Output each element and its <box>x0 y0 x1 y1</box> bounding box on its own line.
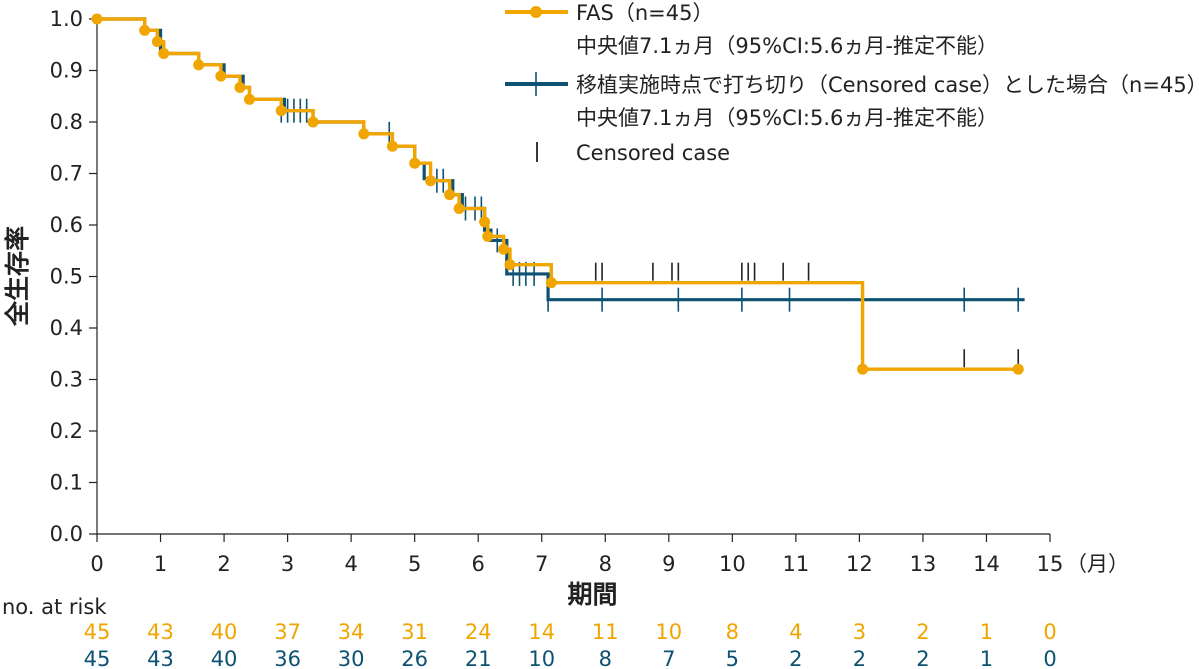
y-tick-label: 0.5 <box>50 265 83 289</box>
x-tick-label: 4 <box>344 552 357 576</box>
x-tick-label: 0 <box>90 552 103 576</box>
risk-value-censored-case: 45 <box>84 647 111 669</box>
risk-value-censored-case: 40 <box>211 647 238 669</box>
risk-value-censored-case: 5 <box>726 647 739 669</box>
data-point-fas <box>504 259 516 271</box>
legend-label-censored-case: 移植実施時点で打ち切り（Censored case）とした場合（n=45） <box>576 73 1199 97</box>
y-tick-label: 1.0 <box>50 7 83 31</box>
y-axis-title: 全生存率 <box>3 226 32 327</box>
y-tick-label: 0.9 <box>50 59 83 83</box>
risk-value-fas: 10 <box>655 620 682 644</box>
data-point-fas <box>243 93 255 105</box>
legend-note-censored-case: 中央値7.1ヵ月（95%CI:5.6ヵ月-推定不能） <box>576 106 998 130</box>
data-point-fas <box>215 70 227 82</box>
chart-axes: 0.00.10.20.30.40.50.60.70.80.91.00 1 2 3 4 5 6… <box>3 7 1129 609</box>
data-point-fas <box>482 230 494 242</box>
risk-value-censored-case: 2 <box>853 647 866 669</box>
risk-value-fas: 24 <box>465 620 492 644</box>
data-point-fas <box>275 105 287 117</box>
risk-value-fas: 40 <box>211 620 238 644</box>
data-point-fas <box>358 128 370 140</box>
x-axis-unit: （月） <box>1066 552 1129 576</box>
risk-value-censored-case: 26 <box>401 647 428 669</box>
data-point-fas <box>139 24 151 36</box>
x-tick-label: 14 <box>973 552 1000 576</box>
risk-value-censored-case: 2 <box>789 647 802 669</box>
x-tick-label: 7 <box>535 552 548 576</box>
risk-value-censored-case: 7 <box>662 647 675 669</box>
risk-value-fas: 14 <box>528 620 555 644</box>
risk-value-fas: 37 <box>274 620 301 644</box>
data-point-fas <box>444 189 456 201</box>
legend-note-fas: 中央値7.1ヵ月（95%CI:5.6ヵ月-推定不能） <box>576 34 998 58</box>
chart-legend: FAS（n=45） 中央値7.1ヵ月（95%CI:5.6ヵ月-推定不能） 移植実施時… <box>505 1 1199 165</box>
data-point-fas <box>386 140 398 152</box>
y-tick-label: 0.8 <box>50 110 83 134</box>
y-tick-label: 0.1 <box>50 471 83 495</box>
x-tick-label: 9 <box>662 552 675 576</box>
risk-value-fas: 0 <box>1043 620 1056 644</box>
risk-value-censored-case: 43 <box>147 647 174 669</box>
risk-value-fas: 45 <box>84 620 111 644</box>
data-point-fas <box>545 277 557 289</box>
x-tick-label: 13 <box>910 552 937 576</box>
risk-value-censored-case: 21 <box>465 647 492 669</box>
x-tick-label: 11 <box>782 552 809 576</box>
risk-value-fas: 43 <box>147 620 174 644</box>
risk-value-fas: 1 <box>980 620 993 644</box>
y-tick-label: 0.6 <box>50 213 83 237</box>
data-point-fas <box>479 216 491 228</box>
y-tick-label: 0.2 <box>50 419 83 443</box>
data-point-fas <box>91 13 103 25</box>
legend-label-fas: FAS（n=45） <box>576 1 713 25</box>
data-point-fas <box>307 116 319 128</box>
data-point-fas <box>409 157 421 169</box>
series-line-censored-case <box>97 17 1025 302</box>
risk-value-censored-case: 30 <box>338 647 365 669</box>
risk-value-fas: 34 <box>338 620 365 644</box>
risk-value-fas: 11 <box>592 620 619 644</box>
data-point-fas <box>425 175 437 187</box>
risk-table-title: no. at risk <box>2 595 107 619</box>
data-point-fas <box>498 243 510 255</box>
data-point-fas <box>151 36 163 48</box>
x-tick-label: 2 <box>217 552 230 576</box>
risk-value-fas: 2 <box>916 620 929 644</box>
data-point-fas <box>158 48 170 60</box>
data-point-fas <box>857 363 869 375</box>
legend-label-censor: Censored case <box>576 141 730 165</box>
risk-value-fas: 4 <box>789 620 802 644</box>
plot-area <box>91 13 1025 375</box>
risk-value-fas: 31 <box>401 620 428 644</box>
data-point-fas <box>1012 363 1024 375</box>
y-tick-label: 0.4 <box>50 316 83 340</box>
y-tick-label: 0.3 <box>50 368 83 392</box>
x-tick-label: 12 <box>846 552 873 576</box>
series-line-fas <box>97 17 1019 371</box>
risk-value-censored-case: 1 <box>980 647 993 669</box>
legend-marker-fas <box>530 6 542 18</box>
y-tick-label: 0.7 <box>50 162 83 186</box>
data-point-fas <box>193 59 205 71</box>
risk-value-fas: 3 <box>853 620 866 644</box>
data-point-fas <box>234 81 246 93</box>
risk-value-censored-case: 36 <box>274 647 301 669</box>
x-tick-label: 15 <box>1037 552 1064 576</box>
x-axis-title: 期間 <box>568 580 618 609</box>
x-tick-label: 10 <box>719 552 746 576</box>
x-tick-label: 3 <box>281 552 294 576</box>
risk-value-censored-case: 10 <box>528 647 555 669</box>
risk-value-fas: 8 <box>726 620 739 644</box>
data-point-fas <box>453 203 465 215</box>
x-tick-label: 6 <box>472 552 485 576</box>
x-tick-label: 1 <box>154 552 167 576</box>
risk-value-censored-case: 0 <box>1043 647 1056 669</box>
x-tick-label: 5 <box>408 552 421 576</box>
y-tick-label: 0.0 <box>50 522 83 546</box>
x-tick-label: 8 <box>599 552 612 576</box>
risk-value-censored-case: 2 <box>916 647 929 669</box>
risk-value-censored-case: 8 <box>599 647 612 669</box>
